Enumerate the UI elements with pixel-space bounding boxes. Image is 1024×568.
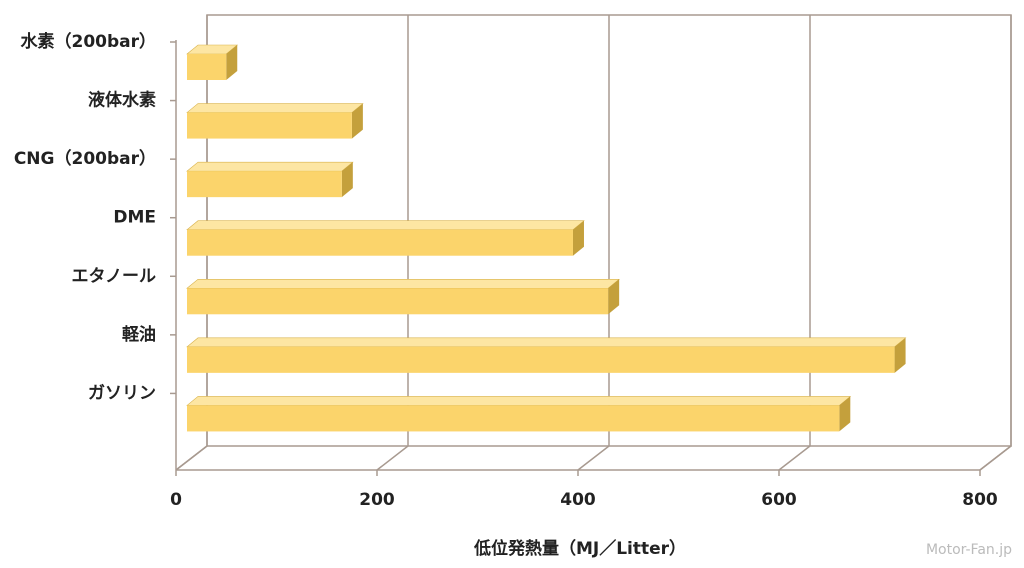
bar xyxy=(186,161,354,198)
bar-top xyxy=(186,396,852,406)
bar-top xyxy=(186,103,364,113)
y-tick-label: DME xyxy=(113,208,156,228)
x-tick-label: 0 xyxy=(170,490,182,510)
bar xyxy=(186,337,907,373)
grid-line xyxy=(778,15,811,471)
bar-side xyxy=(572,220,584,256)
bar-top xyxy=(186,337,907,348)
grid-line xyxy=(175,15,208,471)
y-tick-label: CNG（200bar） xyxy=(14,148,156,169)
bar-side xyxy=(341,162,353,198)
y-tick-label: 液体水素 xyxy=(88,90,156,111)
x-tick-label: 600 xyxy=(761,490,797,510)
bar-side xyxy=(608,279,620,315)
bar-front xyxy=(187,112,352,139)
bar xyxy=(186,103,364,139)
y-tick-label: 軽油 xyxy=(122,324,156,345)
x-tick-label: 200 xyxy=(359,490,395,510)
bar-front xyxy=(187,171,342,198)
x-axis-title: 低位発熱量（MJ／Litter） xyxy=(473,538,686,559)
bar-front xyxy=(187,54,227,80)
bar-front xyxy=(187,229,573,256)
bar-side xyxy=(226,45,238,80)
y-tick-label: エタノール xyxy=(72,266,157,286)
bar xyxy=(186,278,620,315)
bar xyxy=(186,44,239,80)
bar-front xyxy=(187,288,609,315)
bar-side xyxy=(351,103,363,139)
bar-top xyxy=(186,161,354,172)
grid-line xyxy=(979,15,1012,471)
bar xyxy=(186,220,585,256)
y-tick-label: 水素（200bar） xyxy=(20,31,156,52)
grid-line xyxy=(376,15,409,471)
bar-top xyxy=(186,220,585,231)
bar-front xyxy=(187,346,895,373)
y-tick-label: ガソリン xyxy=(88,383,156,403)
grid-line xyxy=(577,15,610,471)
watermark: Motor-Fan.jp xyxy=(926,542,1012,558)
x-tick-label: 800 xyxy=(962,490,998,510)
x-tick-label: 400 xyxy=(560,490,596,510)
bar xyxy=(186,396,852,432)
bar-top xyxy=(186,278,620,289)
bar-front xyxy=(187,405,840,432)
bar-side xyxy=(839,396,851,432)
bar-side xyxy=(894,337,906,373)
